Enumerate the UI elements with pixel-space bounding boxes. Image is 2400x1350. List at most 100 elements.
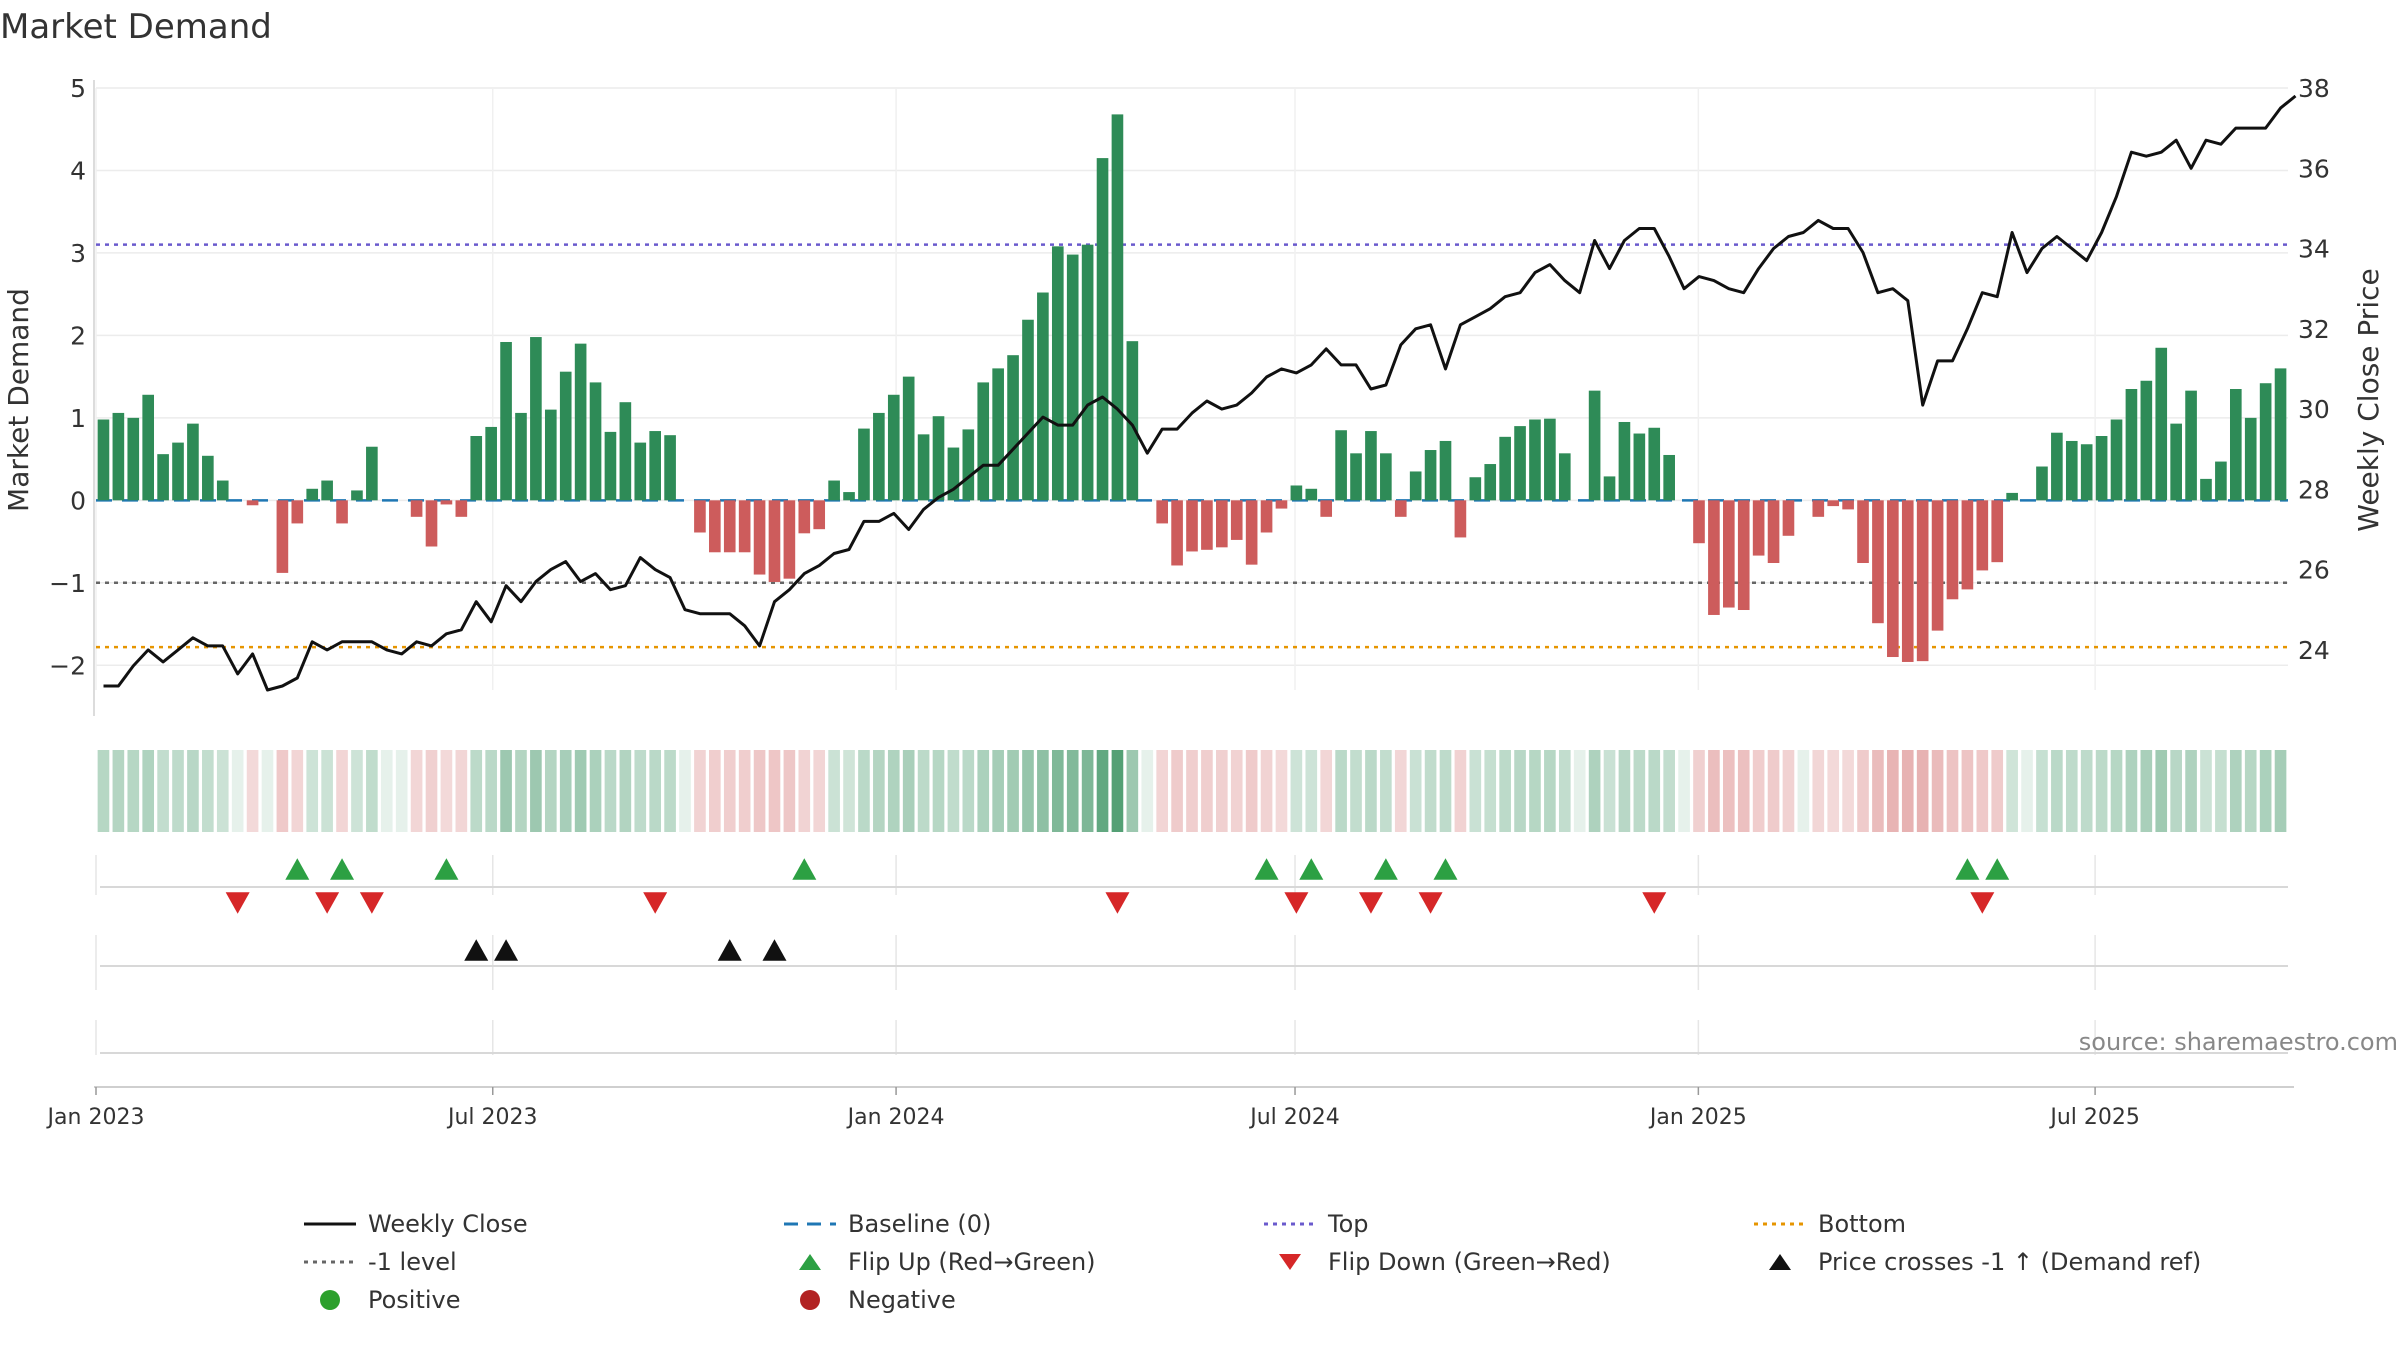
demand-bar [2140, 380, 2153, 501]
y2-tick-label: 26 [2298, 556, 2330, 585]
flip-up-marker [285, 858, 310, 880]
strip-cell [366, 750, 378, 832]
legend-item-close: Weekly Close [300, 1210, 528, 1238]
strip-cell [2155, 750, 2168, 832]
strip-cell [1693, 750, 1705, 832]
strip-cell [336, 750, 348, 832]
strip-cell [216, 750, 229, 832]
demand-bar [1529, 419, 1541, 501]
strip-cell [2095, 750, 2108, 832]
strip-cell [1991, 750, 2004, 832]
strip-cell [1663, 750, 1675, 832]
strip-cell [1737, 750, 1750, 832]
strip-cell [1588, 750, 1601, 832]
strip-cell [1409, 750, 1422, 832]
strip-cell [306, 750, 319, 832]
legend-item-flipup: Flip Up (Red→Green) [780, 1248, 1096, 1276]
strip-cell [559, 750, 572, 832]
strip-cell [709, 750, 721, 832]
legend-symbol [304, 1222, 356, 1226]
demand-bar [2036, 466, 2048, 501]
strip-cell [1081, 750, 1094, 832]
demand-bar [634, 442, 647, 501]
flip-down-marker [1970, 892, 1995, 914]
demand-bar [1737, 500, 1750, 611]
legend-label: -1 level [368, 1248, 457, 1276]
strip-cell [2200, 750, 2212, 832]
strip-cell [947, 750, 960, 832]
strip-cell [2051, 750, 2063, 832]
strip-cell [962, 750, 975, 832]
strip-cell [2140, 750, 2153, 832]
event-markers [100, 858, 2288, 1054]
strip-cell [977, 750, 990, 832]
strip-cell [112, 750, 125, 832]
demand-bar [992, 368, 1004, 501]
legend-item-flipdown: Flip Down (Green→Red) [1260, 1248, 1611, 1276]
strip-cell [1946, 750, 1959, 832]
demand-bar [709, 500, 721, 553]
strip-cell [1439, 750, 1452, 832]
strip-cell [1931, 750, 1944, 832]
strip-cell [1230, 750, 1243, 832]
strip-cell [2215, 750, 2227, 832]
demand-bar [1558, 453, 1571, 501]
strip-cell [1558, 750, 1571, 832]
demand-bar [1320, 500, 1333, 517]
flip-up-marker [1254, 858, 1279, 880]
strip-cell [1394, 750, 1407, 832]
reference-lines [96, 243, 2288, 649]
strip-cell [1245, 750, 1258, 832]
strip-cell [1976, 750, 1989, 832]
strip-cell [202, 750, 214, 832]
flip-up-marker [330, 858, 355, 880]
strip-cell [246, 750, 259, 832]
strip-cell [231, 750, 244, 832]
strip-cell [738, 750, 751, 832]
demand-bar [932, 416, 945, 501]
legend-symbol [1264, 1222, 1316, 1226]
demand-bar [172, 442, 184, 501]
strip-cell [917, 750, 930, 832]
demand-bars [97, 114, 2287, 662]
strip-cell [2110, 750, 2123, 832]
y-tick-label: −1 [49, 569, 86, 598]
demand-bar [2244, 417, 2257, 501]
demand-bar [1454, 500, 1467, 538]
demand-bar [887, 394, 900, 501]
demand-bar [2006, 492, 2018, 501]
demand-bar [1305, 488, 1318, 501]
strip-cell [440, 750, 453, 832]
strip-cell [1141, 750, 1154, 832]
demand-bar [1096, 158, 1109, 501]
legend-triangle-up [1769, 1254, 1791, 1270]
demand-bar [1037, 292, 1049, 501]
strip-cell [664, 750, 676, 832]
strip-cell [1201, 750, 1213, 832]
demand-bar [500, 341, 512, 501]
strip-cell [1961, 750, 1974, 832]
strip-cell [127, 750, 140, 832]
y2-tick-label: 28 [2298, 475, 2330, 504]
demand-bar [902, 376, 915, 501]
y-tick-label: 0 [70, 486, 86, 515]
demand-bar [1290, 485, 1303, 501]
strip-cell [485, 750, 497, 832]
demand-bar [142, 394, 155, 501]
demand-bar [813, 500, 826, 530]
y-axis-label: Market Demand [2, 288, 35, 512]
demand-bar [783, 500, 796, 579]
demand-bar [1514, 426, 1526, 501]
legend-label: Price crosses -1 ↑ (Demand ref) [1818, 1248, 2202, 1276]
strip-cell [1171, 750, 1183, 832]
y-tick-label: 5 [70, 74, 86, 103]
strip-cell [172, 750, 184, 832]
strip-cell [157, 750, 169, 832]
demand-bar [1201, 500, 1213, 550]
legend-item-baseline: Baseline (0) [780, 1210, 991, 1238]
strip-cell [1618, 750, 1631, 832]
demand-bar [1812, 500, 1825, 517]
demand-bar [1409, 471, 1422, 501]
strip-cell [1752, 750, 1765, 832]
